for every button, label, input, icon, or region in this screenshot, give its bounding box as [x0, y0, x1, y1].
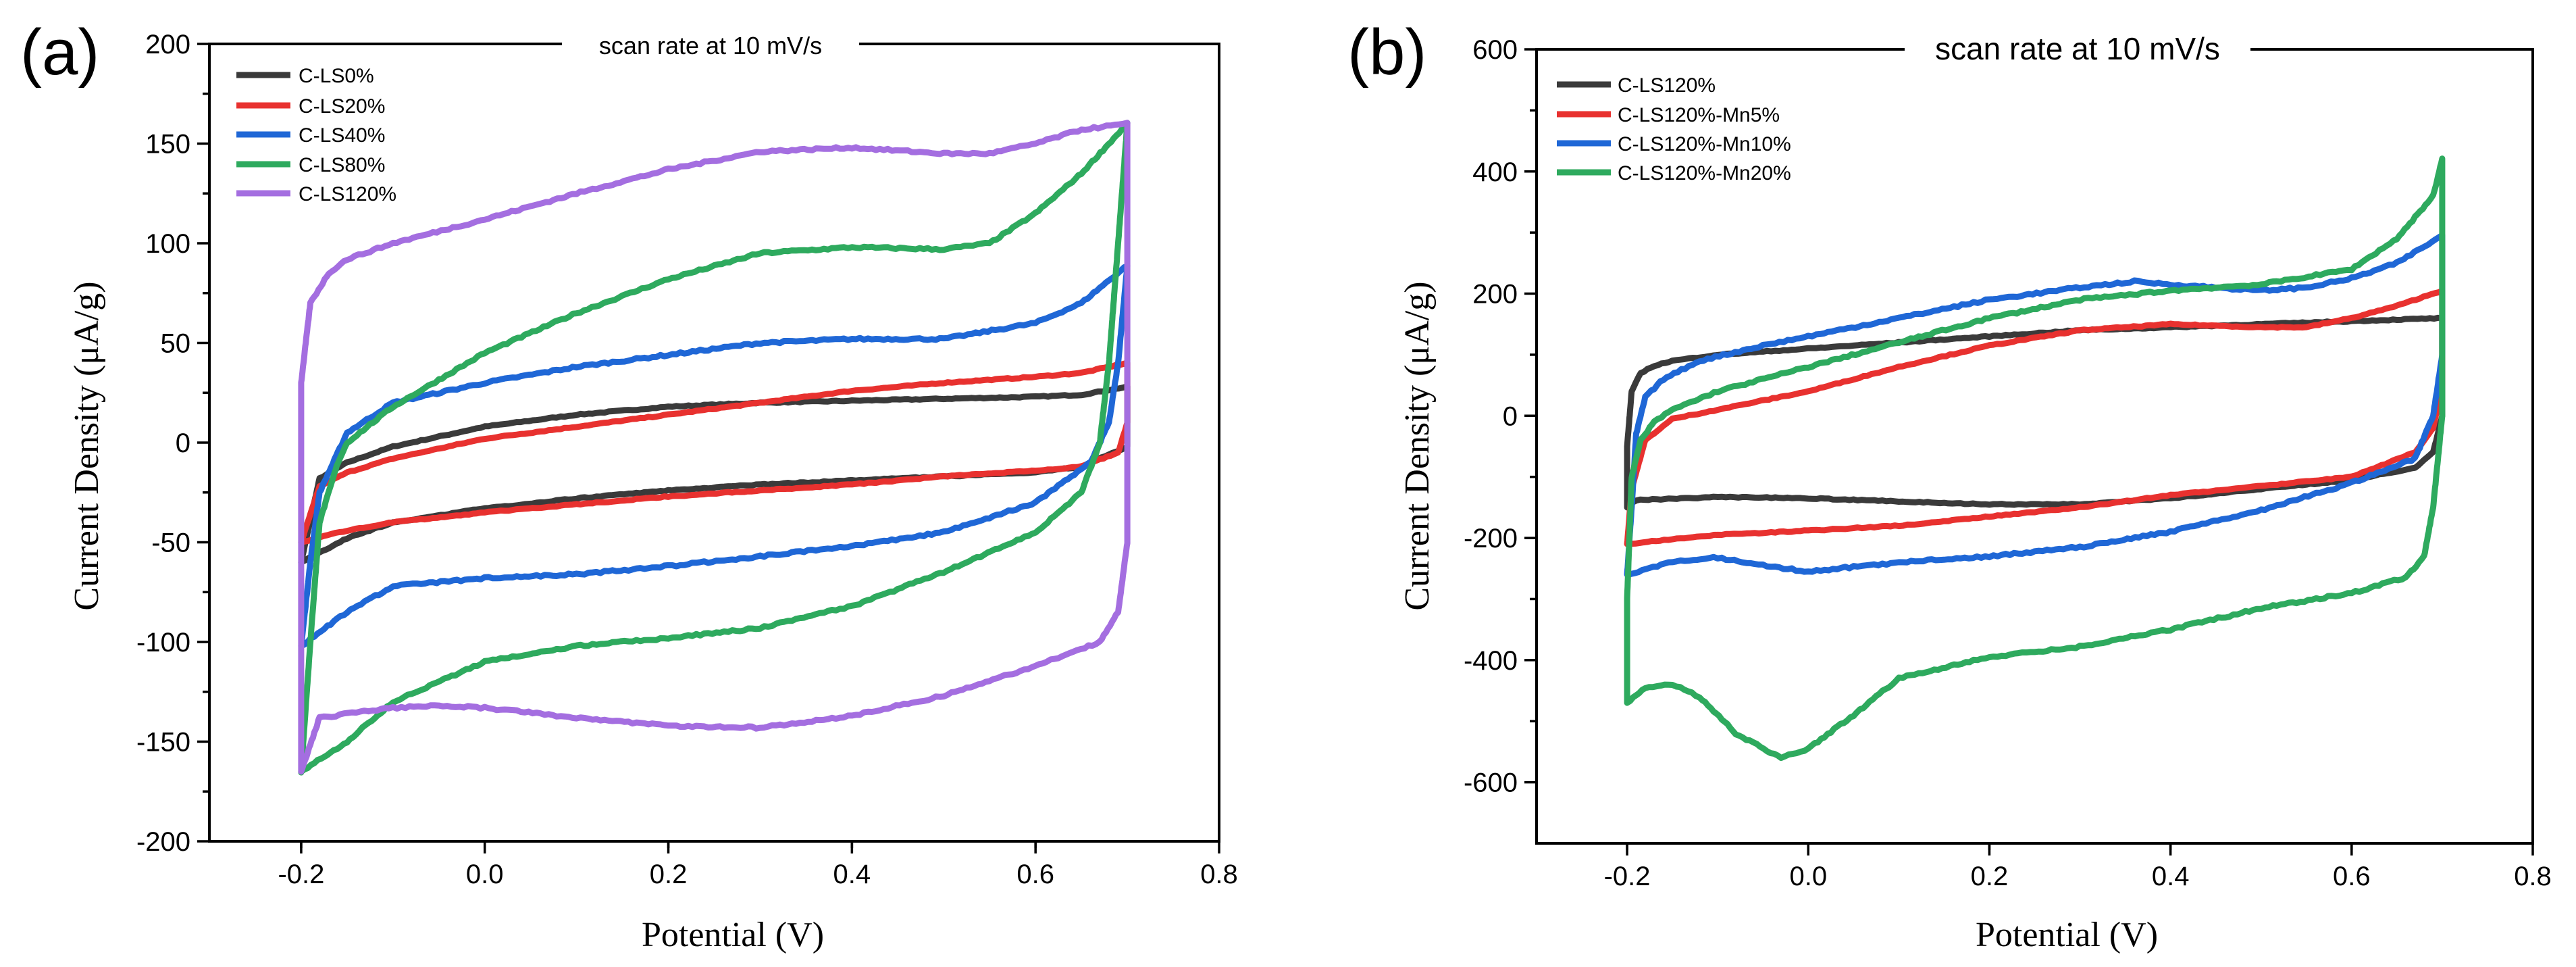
panel-a-legend: C-LS0% C-LS20% C-LS40% C-LS80% C-LS120% — [236, 65, 396, 205]
panel-a-xlabel: Potential (V) — [642, 916, 824, 954]
series-line-b-3 — [1624, 155, 2446, 762]
x-tick-label: 0.6 — [1016, 860, 1054, 889]
y-tick-label: 200 — [145, 30, 190, 59]
legend-label: C-LS0% — [299, 65, 374, 87]
x-tick-label: 0.2 — [650, 860, 688, 889]
panel-b-legend: C-LS120% C-LS120%-Mn5% C-LS120%-Mn10% C-… — [1557, 74, 1791, 184]
legend-label: C-LS120%-Mn10% — [1618, 133, 1791, 155]
series-line-a-4 — [298, 120, 1131, 775]
panel-b-ylabel: Current Density (μA/g) — [1398, 281, 1437, 610]
panel-a-ylabel: Current Density (μA/g) — [68, 281, 106, 610]
panel-b-title-bg — [1905, 32, 2250, 66]
legend-label: C-LS120%-Mn20% — [1618, 162, 1791, 184]
legend-label: C-LS120%-Mn5% — [1618, 104, 1780, 126]
y-tick-label: -600 — [1464, 768, 1518, 798]
y-tick-label: -100 — [136, 628, 190, 658]
x-tick-label: 0.8 — [1200, 860, 1238, 889]
x-tick-label: 0.8 — [2514, 862, 2552, 891]
y-tick-label: 200 — [1472, 280, 1518, 309]
x-tick-label: 0.2 — [1971, 862, 2009, 891]
panel-a-letter: (a) — [20, 16, 99, 89]
y-tick-label: 0 — [176, 428, 190, 458]
y-tick-label: 400 — [1472, 157, 1518, 187]
panel-b-ticks: -0.2 0.0 0.2 0.4 0.6 0.8 -600 -400 -200 0 200 400 60… — [1464, 35, 2552, 891]
y-tick-label: -200 — [1464, 524, 1518, 553]
y-tick-label: -200 — [136, 827, 190, 857]
panel-a-ticks: -0.2 0.0 0.2 0.4 0.6 0.8 -200 -150 -100 -50 0 50 100… — [136, 30, 1238, 889]
legend-label: C-LS20% — [299, 95, 385, 118]
x-tick-label: 0.6 — [2333, 862, 2371, 891]
panel-a-title: scan rate at 10 mV/s — [599, 32, 822, 59]
y-tick-label: 50 — [161, 329, 191, 359]
panel-b-xlabel: Potential (V) — [1976, 916, 2158, 954]
x-tick-label: 0.4 — [2152, 862, 2190, 891]
legend-label: C-LS80% — [299, 154, 385, 176]
y-tick-label: -400 — [1464, 646, 1518, 676]
panel-b-title: scan rate at 10 mV/s — [1935, 31, 2220, 66]
y-tick-label: 100 — [145, 229, 190, 259]
y-tick-label: 150 — [145, 130, 190, 159]
series-line-a-2 — [298, 263, 1131, 649]
x-tick-label: -0.2 — [1604, 862, 1651, 891]
x-tick-label: 0.0 — [466, 860, 504, 889]
y-tick-label: -50 — [151, 528, 190, 558]
legend-label: C-LS120% — [299, 183, 396, 205]
panel-a-series — [298, 120, 1131, 776]
panel-b-letter: (b) — [1347, 16, 1426, 89]
legend-label: C-LS120% — [1618, 74, 1716, 97]
panel-a: (a) Potential (V) Current Density (μA/g)… — [20, 16, 1238, 954]
panel-b: (b) Potential (V) Current Density (μA/g)… — [1347, 16, 2552, 954]
y-tick-label: 600 — [1472, 35, 1518, 65]
panel-a-title-bg — [562, 30, 859, 59]
legend-label: C-LS40% — [299, 124, 385, 147]
x-tick-label: 0.4 — [833, 860, 871, 889]
y-tick-label: -150 — [136, 728, 190, 758]
x-tick-label: 0.0 — [1789, 862, 1827, 891]
y-tick-label: 0 — [1503, 401, 1518, 431]
x-tick-label: -0.2 — [278, 860, 324, 889]
panel-b-series — [1624, 155, 2446, 762]
